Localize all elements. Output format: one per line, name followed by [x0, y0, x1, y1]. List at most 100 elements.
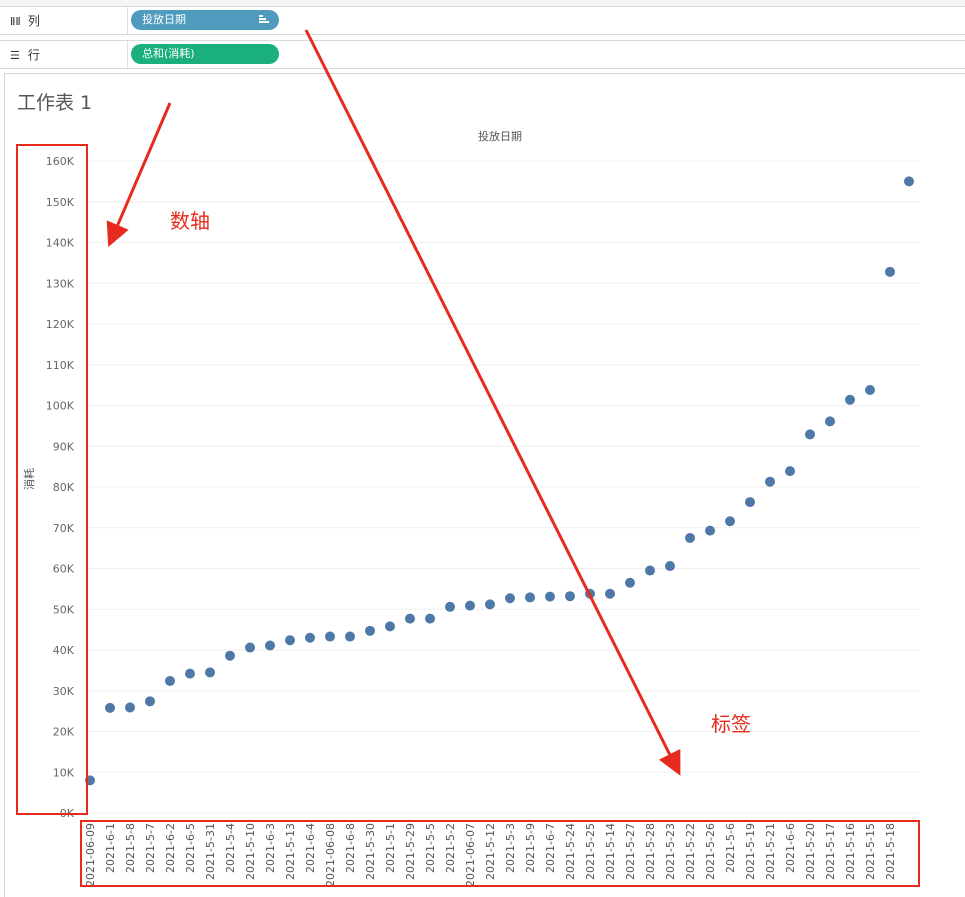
column-pill-label: 投放日期 [142, 13, 186, 26]
data-point[interactable] [465, 600, 475, 611]
axis-annotation: 数轴 [170, 209, 210, 233]
data-point[interactable] [545, 591, 555, 602]
y-tick-label: 120K [46, 318, 75, 331]
x-tick-label: 2021-5-31 [204, 823, 217, 880]
label-annotation: 标签 [711, 712, 751, 736]
x-tick-label: 2021-5-8 [124, 823, 137, 873]
x-tick-label: 2021-5-26 [704, 823, 717, 880]
data-point[interactable] [485, 599, 495, 610]
shelf-divider [127, 7, 128, 34]
x-tick-label: 2021-5-10 [244, 823, 257, 880]
x-tick-label: 2021-5-28 [644, 823, 657, 880]
columns-shelf-label: ⅡⅡ 列 [10, 12, 40, 29]
column-pill-date[interactable]: 投放日期 [131, 10, 279, 30]
x-tick-label: 2021-5-13 [284, 823, 297, 880]
data-point[interactable] [605, 588, 615, 599]
axis-highlight-box [16, 144, 88, 815]
x-tick-label: 2021-6-6 [784, 823, 797, 873]
label-arrow [304, 29, 681, 776]
data-point[interactable] [845, 394, 855, 405]
x-tick-label: 2021-5-9 [524, 823, 537, 873]
data-point[interactable] [904, 176, 914, 187]
data-point[interactable] [165, 675, 175, 686]
x-tick-label: 2021-6-2 [164, 823, 177, 873]
data-point[interactable] [665, 561, 675, 572]
x-tick-label: 2021-5-2 [444, 823, 457, 873]
x-tick-label: 2021-5-24 [564, 823, 577, 880]
worksheet-area [4, 73, 965, 897]
data-point[interactable] [745, 497, 755, 508]
x-tick-label: 2021-5-16 [844, 823, 857, 880]
x-tick-label: 2021-5-14 [604, 823, 617, 880]
data-point[interactable] [425, 613, 435, 624]
gridlines [86, 160, 920, 814]
x-tick-label: 2021-5-12 [484, 823, 497, 880]
data-point[interactable] [385, 621, 395, 632]
data-point[interactable] [285, 635, 295, 646]
y-tick-label: 130K [46, 277, 75, 290]
x-tick-label: 2021-5-23 [664, 823, 677, 880]
columns-icon: ⅡⅡ [10, 15, 21, 28]
data-point[interactable] [245, 642, 255, 653]
data-point[interactable] [785, 466, 795, 477]
y-tick-label: 60K [53, 563, 75, 576]
data-point[interactable] [505, 593, 515, 604]
data-point[interactable] [225, 650, 235, 661]
labels-highlight-box [80, 820, 920, 887]
data-point[interactable] [805, 429, 815, 440]
rows-shelf[interactable]: ☰ 行 总和(消耗) [0, 40, 965, 69]
rows-label: 行 [27, 48, 40, 62]
x-tick-label: 2021-5-7 [144, 823, 157, 873]
columns-shelf[interactable]: ⅡⅡ 列 投放日期 [0, 6, 965, 35]
x-tick-label: 2021-6-8 [344, 823, 357, 873]
y-tick-label: 160K [46, 155, 75, 168]
data-point[interactable] [885, 266, 895, 277]
data-point[interactable] [685, 532, 695, 543]
data-point[interactable] [345, 631, 355, 642]
data-point[interactable] [325, 631, 335, 642]
data-point[interactable] [625, 577, 635, 588]
y-tick-label: 40K [53, 644, 75, 657]
data-point[interactable] [565, 591, 575, 602]
data-point[interactable] [705, 525, 715, 536]
y-axis: 0K10K20K30K40K50K60K70K80K90K100K110K120… [46, 155, 75, 820]
annotations [16, 29, 920, 887]
x-tick-label: 2021-5-20 [804, 823, 817, 880]
data-point[interactable] [205, 667, 215, 678]
y-tick-label: 90K [53, 440, 75, 453]
row-pill-sum[interactable]: 总和(消耗) [131, 44, 279, 64]
x-axis: 2021-06-09 2021-6-1 2021-5-8 2021-5-7 2021-6… [84, 823, 897, 887]
data-point[interactable] [825, 416, 835, 427]
data-points [85, 176, 914, 786]
data-point[interactable] [725, 516, 735, 527]
x-tick-label: 2021-5-18 [884, 823, 897, 880]
x-tick-label: 2021-5-25 [584, 823, 597, 880]
data-point[interactable] [305, 632, 315, 643]
columns-label: 列 [27, 14, 40, 28]
rows-icon: ☰ [10, 49, 20, 62]
data-point[interactable] [645, 565, 655, 576]
data-point[interactable] [445, 601, 455, 612]
x-tick-label: 2021-5-6 [724, 823, 737, 873]
data-point[interactable] [105, 702, 115, 713]
sort-icon[interactable] [259, 15, 269, 25]
data-point[interactable] [265, 640, 275, 651]
row-pill-label: 总和(消耗) [142, 47, 195, 60]
data-point[interactable] [765, 476, 775, 487]
data-point[interactable] [145, 696, 155, 707]
x-tick-label: 2021-06-09 [84, 823, 97, 887]
y-tick-label: 70K [53, 522, 75, 535]
data-point[interactable] [525, 592, 535, 603]
x-tick-label: 2021-5-22 [684, 823, 697, 880]
data-point[interactable] [365, 625, 375, 636]
x-tick-label: 2021-5-21 [764, 823, 777, 880]
data-point[interactable] [185, 668, 195, 679]
y-tick-label: 30K [53, 685, 75, 698]
data-point[interactable] [405, 613, 415, 624]
x-tick-label: 2021-5-1 [384, 823, 397, 873]
data-point[interactable] [125, 702, 135, 713]
data-point[interactable] [865, 385, 875, 396]
y-tick-label: 110K [46, 359, 75, 372]
x-tick-label: 2021-5-3 [504, 823, 517, 873]
rows-shelf-label: ☰ 行 [10, 46, 40, 63]
